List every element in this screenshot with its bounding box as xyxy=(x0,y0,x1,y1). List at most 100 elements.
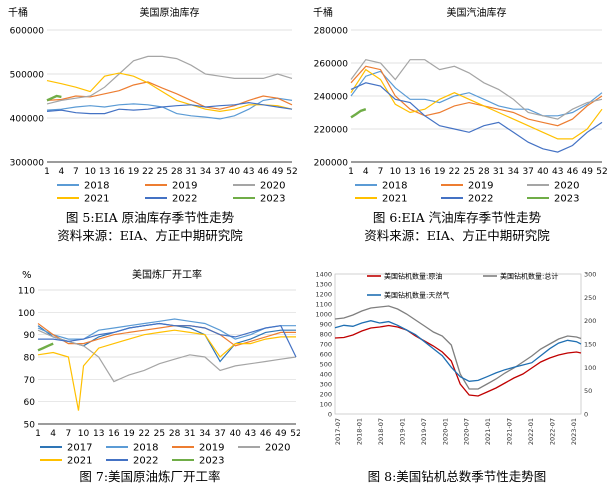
fig6-caption: 图 6:EIA 汽油库存季节性走势 xyxy=(372,210,542,225)
x-tick-label: 4 xyxy=(50,429,56,439)
x-tick-label: 28 xyxy=(169,429,181,439)
legend-label-2019: 2019 xyxy=(199,443,224,454)
x-tick-label: 7 xyxy=(65,429,71,439)
x-tick-label: 37 xyxy=(214,167,225,177)
y-tick-label: 110 xyxy=(18,287,35,297)
x-tick-label: 52 xyxy=(290,429,300,439)
legend-label-2020: 2020 xyxy=(554,181,579,192)
x-tick-label: 49 xyxy=(272,167,284,177)
x-tick-label: 40 xyxy=(230,429,242,439)
y-tick-label: 100 xyxy=(18,309,35,319)
legend-label-2019: 2019 xyxy=(172,181,197,192)
legend-label-2021: 2021 xyxy=(84,194,109,205)
y-tick-label: 260000 xyxy=(314,60,349,70)
y-tick-label-right: 0 xyxy=(584,411,588,419)
y-tick-label-right: 100 xyxy=(584,364,596,372)
chart-title: 美国汽油库存 xyxy=(447,6,507,19)
x-tick-label: 2022-07 xyxy=(549,418,557,445)
chart-title: 美国原油库存 xyxy=(140,6,200,19)
x-tick-label: 25 xyxy=(157,167,168,177)
x-tick-label: 46 xyxy=(257,167,269,177)
x-tick-label: 31 xyxy=(493,167,504,177)
legend-label-2020: 2020 xyxy=(260,181,285,192)
x-tick-label: 34 xyxy=(200,167,212,177)
y-tick-label: 200000 xyxy=(314,159,349,169)
series-line-2020 xyxy=(46,55,293,105)
series-line-2018 xyxy=(46,97,293,120)
series-line-2019 xyxy=(350,65,603,127)
legend-label-2021: 2021 xyxy=(382,194,407,205)
y-tick-label: 80 xyxy=(24,354,36,364)
series-line-2021 xyxy=(46,72,293,113)
x-tick-label: 2020-07 xyxy=(463,418,471,445)
y-tick-label: 500000 xyxy=(10,71,45,81)
legend-label-2023: 2023 xyxy=(554,194,579,205)
x-tick-label: 2022-01 xyxy=(527,418,535,445)
crude-inventory-chart: 千桶 美国原油库存 300000 400000 500000 600000 1 4 7 10 13 1… xyxy=(0,0,300,205)
x-tick-label: 43 xyxy=(245,429,256,439)
x-tick-label: 2018-07 xyxy=(377,418,385,445)
rig-count-svg: 0100200300400500600700800900100011001200… xyxy=(315,271,596,446)
y-tick-label-left: 700 xyxy=(320,341,332,349)
series-line-2020 xyxy=(350,59,603,120)
legend-label-2019: 2019 xyxy=(468,181,493,192)
x-tick-label: 7 xyxy=(378,167,384,177)
y-unit-label: 千桶 xyxy=(313,6,333,19)
y-unit-label: 千桶 xyxy=(8,6,28,19)
x-tick-label: 22 xyxy=(449,167,460,177)
y-unit-label: % xyxy=(22,270,32,281)
fig6-source: 资料来源：EIA、方正中期研究院 xyxy=(364,228,550,243)
x-tick-label: 7 xyxy=(73,167,79,177)
y-tick-label-left: 600 xyxy=(320,351,332,359)
x-tick-label: 1 xyxy=(35,429,41,439)
legend-label-2018: 2018 xyxy=(84,181,109,192)
x-tick-label: 22 xyxy=(139,429,150,439)
legend-label-2023: 2023 xyxy=(199,456,224,465)
y-tick-label: 60 xyxy=(24,398,36,408)
series-line-2022 xyxy=(46,101,293,115)
series-line-2023 xyxy=(37,342,54,352)
legend-label-2022: 2022 xyxy=(133,456,158,465)
x-tick-label: 1 xyxy=(348,167,354,177)
x-tick-label: 10 xyxy=(78,429,90,439)
x-tick-label: 46 xyxy=(260,429,272,439)
y-tick-label: 400000 xyxy=(10,115,45,125)
y-tick-label: 90 xyxy=(24,331,36,341)
y-tick-label-left: 500 xyxy=(320,361,332,369)
legend-label: 美国钻机数量:天然气 xyxy=(384,291,449,300)
x-tick-label: 2021-01 xyxy=(484,418,492,445)
x-tick-label: 52 xyxy=(596,167,607,177)
x-tick-label: 19 xyxy=(434,167,446,177)
series-line-2020 xyxy=(37,329,297,383)
x-tick-label: 31 xyxy=(184,429,195,439)
fig5-source: 资料来源：EIA、方正中期研究院 xyxy=(57,228,243,243)
x-tick-label: 1 xyxy=(44,167,50,177)
x-tick-label: 2020-01 xyxy=(441,418,449,445)
x-tick-label: 2023-01 xyxy=(570,418,578,445)
x-tick-label: 22 xyxy=(142,167,153,177)
y-tick-label-left: 200 xyxy=(320,391,332,399)
series-line-2018 xyxy=(350,70,603,117)
x-tick-label: 25 xyxy=(463,167,474,177)
y-tick-label-left: 1300 xyxy=(315,281,332,289)
x-tick-label: 19 xyxy=(123,429,135,439)
y-tick-label-left: 1400 xyxy=(315,271,332,279)
series-line-2021 xyxy=(37,329,296,411)
x-tick-label: 49 xyxy=(275,429,287,439)
gasoline-inventory-chart: 千桶 美国汽油库存 200000 220000 240000 260000 280000 1 4… xyxy=(305,0,609,205)
x-tick-label: 4 xyxy=(59,167,65,177)
y-tick-label: 50 xyxy=(24,421,36,431)
x-tick-label: 10 xyxy=(85,167,97,177)
legend-label: 美国钻机数量:总计 xyxy=(500,272,558,281)
y-tick-label-left: 0 xyxy=(328,411,332,419)
x-tick-label: 2017-07 xyxy=(334,418,342,445)
x-tick-label: 16 xyxy=(419,167,431,177)
series-line-2022 xyxy=(350,82,603,153)
x-tick-label: 2019-01 xyxy=(398,418,406,445)
y-tick-label-right: 200 xyxy=(584,317,596,325)
rig-count-chart: 0 100 200 300 400 500 600 700 800 900 1000 1100 1200… xyxy=(305,262,609,464)
x-tick-label: 52 xyxy=(286,167,297,177)
y-tick-label-left: 100 xyxy=(320,401,332,409)
x-tick-label: 2019-07 xyxy=(420,418,428,445)
